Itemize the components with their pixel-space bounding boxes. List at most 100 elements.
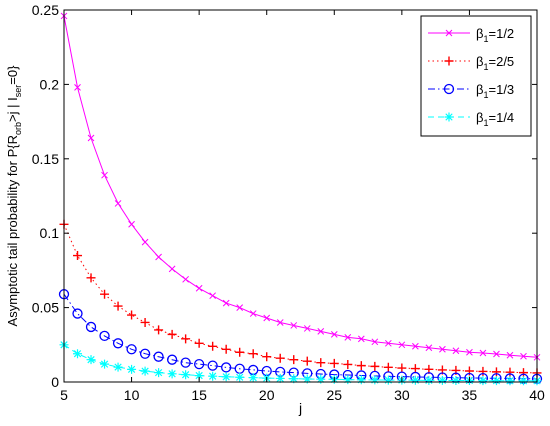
data-point	[445, 29, 453, 37]
data-point	[330, 331, 338, 338]
data-point	[221, 372, 231, 382]
data-point	[493, 350, 500, 358]
data-point	[263, 314, 271, 322]
series-2	[59, 219, 542, 378]
data-point	[100, 359, 110, 369]
data-point	[262, 352, 272, 362]
x-axis-label: j	[298, 400, 302, 416]
data-point	[248, 349, 258, 359]
legend-label: β1=1/4	[476, 110, 514, 128]
data-point	[87, 134, 95, 142]
data-point	[140, 317, 150, 327]
y-tick-label: 0	[51, 374, 59, 390]
x-tick-label: 30	[394, 387, 410, 403]
data-point	[452, 347, 460, 355]
data-point	[466, 348, 473, 356]
data-point	[221, 344, 231, 354]
data-point	[443, 83, 455, 95]
y-tick-label: 0.15	[32, 151, 59, 167]
data-point	[410, 364, 420, 374]
data-point	[290, 322, 298, 329]
data-point	[317, 328, 325, 335]
data-point	[275, 373, 285, 383]
data-point	[127, 310, 137, 320]
plot-frame	[63, 9, 538, 383]
data-point	[383, 362, 393, 372]
data-point	[209, 292, 217, 300]
data-point	[99, 330, 110, 342]
x-tick-label: 40	[529, 387, 545, 403]
y-tick-label: 0.25	[32, 2, 59, 18]
data-point	[357, 335, 365, 343]
data-point	[276, 319, 284, 326]
data-point	[370, 375, 380, 385]
legend-box	[420, 15, 532, 137]
x-tick-label: 25	[326, 387, 342, 403]
data-point	[208, 371, 218, 381]
data-point	[383, 375, 393, 385]
data-point	[316, 374, 326, 384]
data-point	[444, 112, 454, 122]
data-point	[181, 370, 191, 380]
data-point	[193, 358, 205, 370]
data-point	[236, 304, 244, 311]
data-point	[154, 325, 164, 335]
data-point	[155, 253, 162, 261]
legend-label: β1=2/5	[476, 54, 514, 72]
data-point	[141, 238, 149, 246]
data-point	[128, 220, 135, 228]
legend-item: β1=2/5	[428, 54, 514, 72]
data-point	[139, 348, 151, 359]
data-point	[101, 171, 108, 179]
data-point	[126, 344, 137, 355]
x-axis: 5 10 15 20 25 30 35 40	[60, 10, 545, 403]
data-point	[248, 373, 258, 383]
x-tick-label: 5	[60, 387, 68, 403]
data-point	[410, 375, 420, 385]
data-point	[343, 375, 353, 385]
data-point	[86, 355, 96, 365]
data-point	[153, 351, 164, 362]
data-point	[302, 374, 312, 384]
data-point	[275, 353, 285, 363]
data-point	[222, 299, 230, 307]
data-point	[479, 349, 487, 357]
data-point	[114, 200, 122, 207]
data-point	[112, 338, 124, 349]
data-point	[73, 251, 83, 261]
y-tick-label: 0.1	[40, 225, 60, 241]
data-point	[113, 301, 123, 311]
x-tick-label: 35	[462, 387, 478, 403]
data-point	[74, 84, 81, 91]
data-point	[235, 347, 245, 357]
data-point	[412, 342, 419, 350]
data-point	[302, 356, 312, 366]
data-point	[444, 56, 454, 66]
data-point	[86, 273, 96, 283]
data-point	[168, 265, 176, 273]
data-point	[371, 338, 379, 346]
data-point	[425, 344, 433, 352]
x-tick-label: 15	[191, 387, 207, 403]
data-point	[167, 329, 177, 339]
data-point	[329, 358, 339, 368]
data-point	[439, 345, 446, 353]
data-point	[127, 364, 137, 374]
legend-item: β1=1/2	[428, 26, 514, 44]
data-point	[195, 284, 203, 292]
data-point	[397, 363, 407, 373]
data-point	[398, 341, 406, 349]
data-point	[316, 358, 326, 368]
data-point	[506, 351, 514, 359]
y-axis-label: Asymptotic tail probability for P{Rorb>j…	[5, 65, 23, 327]
data-point	[72, 308, 83, 319]
data-point	[207, 360, 218, 371]
legend-item: β1=1/4	[428, 110, 514, 128]
data-point	[370, 361, 380, 371]
data-point	[289, 374, 299, 384]
legend-label: β1=1/2	[476, 26, 514, 44]
data-point	[194, 371, 204, 381]
data-point	[73, 349, 83, 359]
data-point	[505, 376, 515, 386]
x-tick-label: 20	[259, 387, 275, 403]
